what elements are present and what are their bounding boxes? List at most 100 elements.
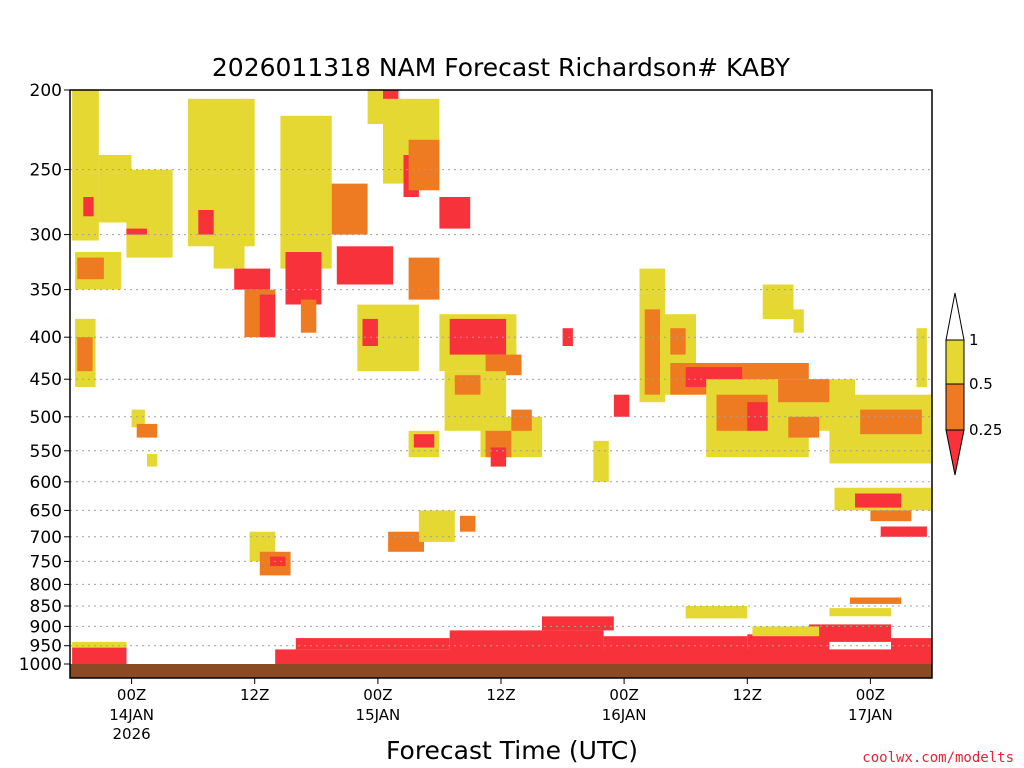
y-tick-label: 200: [30, 81, 62, 101]
heatmap-cell: [234, 268, 271, 290]
heatmap-cell: [72, 641, 127, 648]
y-tick-label: 250: [30, 161, 62, 181]
heatmap-cell: [855, 493, 902, 508]
heatmap-cell: [644, 309, 661, 395]
chart-title: 2026011318 NAM Forecast Richardson# KABY: [212, 53, 791, 82]
y-tick-label: 950: [30, 637, 62, 657]
y-tick-label: 300: [30, 226, 62, 246]
heatmap-cell: [147, 454, 158, 467]
heatmap-cell: [542, 616, 614, 631]
legend-swatch-below-0.25: [945, 429, 965, 476]
heatmap-cell: [77, 257, 104, 280]
heatmap-cell: [439, 197, 471, 229]
heatmap-cell: [593, 440, 609, 482]
heatmap-cell: [562, 328, 573, 346]
heatmap-cell: [285, 252, 322, 305]
heatmap-cell: [331, 183, 368, 235]
heatmap-cell: [259, 294, 276, 338]
heatmap-cell: [300, 299, 317, 333]
heatmap-cell: [762, 284, 794, 319]
heatmap-cell: [880, 526, 927, 537]
heatmap-cell: [336, 246, 394, 285]
x-tick-label: 00Z: [609, 686, 638, 704]
x-tick-date: 16JAN: [602, 706, 647, 724]
heatmap-cell: [603, 636, 748, 655]
y-tick-label: 450: [30, 370, 62, 390]
y-tick-label: 700: [30, 528, 62, 548]
heatmap-cell: [870, 510, 912, 522]
credit-text: coolwx.com/modelts: [862, 750, 1014, 766]
legend-label: 0.25: [969, 421, 1002, 439]
y-tick-label: 650: [30, 501, 62, 521]
heatmap-cell: [188, 98, 255, 247]
legend-label: 1: [969, 331, 979, 349]
heatmap-cell: [136, 423, 158, 438]
plot-area: [69, 89, 933, 679]
heatmap-cell: [747, 402, 768, 431]
heatmap-cell: [126, 228, 147, 235]
heatmap-cell: [752, 626, 820, 637]
heatmap-cell: [131, 409, 145, 428]
heatmap-cell: [280, 115, 332, 269]
legend-swatch-0.25-0.5: [945, 383, 965, 431]
x-tick-label: 12Z: [486, 686, 515, 704]
legend-swatch-0.5-1: [945, 339, 965, 385]
heatmap-cell: [72, 90, 99, 241]
heatmap-cell: [83, 197, 94, 217]
x-tick-date: 14JAN: [109, 706, 154, 724]
y-tick-label: 550: [30, 442, 62, 462]
heatmap-cell: [860, 409, 922, 435]
heatmap-cell: [213, 234, 245, 269]
heatmap-cell: [362, 318, 378, 346]
heatmap-cell: [295, 638, 450, 650]
y-tick-label: 900: [30, 617, 62, 637]
y-tick-label: 800: [30, 575, 62, 595]
heatmap-cell: [454, 375, 481, 395]
heatmap-cell: [408, 139, 440, 191]
colorbar-legend: 1 0.5 0.25: [945, 292, 1002, 476]
y-tick-label: 350: [30, 281, 62, 301]
heatmap-cell: [449, 630, 604, 652]
x-tick-label: 00Z: [117, 686, 146, 704]
y-tick-label: 600: [30, 473, 62, 493]
heatmap-cell: [388, 531, 424, 552]
heatmap-cell: [413, 434, 435, 448]
heatmap-cell: [788, 416, 820, 438]
y-tick-label: 750: [30, 552, 62, 572]
heatmap-cell: [511, 409, 532, 431]
heatmap-cell: [98, 155, 132, 223]
heatmap-cell: [685, 606, 748, 619]
x-tick-label: 12Z: [240, 686, 269, 704]
heatmap-cell: [126, 169, 173, 258]
heatmap-cell: [270, 556, 286, 567]
heatmap-cells: [72, 90, 932, 664]
heatmap-cell: [198, 210, 214, 235]
heatmap-cell: [916, 328, 927, 388]
heatmap-cell: [613, 394, 630, 417]
heatmap-cell: [460, 515, 476, 532]
heatmap-cell: [408, 257, 440, 300]
y-tick-label: 850: [30, 597, 62, 617]
x-tick-label: 00Z: [363, 686, 392, 704]
y-tick-label: 1000: [19, 655, 62, 675]
heatmap-cell: [490, 447, 507, 467]
heatmap-cell: [72, 647, 127, 664]
x-axis-title: Forecast Time (UTC): [386, 736, 638, 765]
x-tick-label: 12Z: [733, 686, 762, 704]
heatmap-cell: [891, 638, 932, 659]
legend-label: 0.5: [969, 375, 993, 393]
heatmap-cell: [829, 608, 891, 617]
heatmap-cell: [778, 379, 830, 403]
heatmap-cell: [485, 354, 522, 376]
x-tick-date: 15JAN: [356, 706, 401, 724]
heatmap-cell: [808, 624, 891, 642]
ground-surface: [70, 664, 932, 678]
heatmap-cell: [670, 328, 686, 355]
x-tick-year: 2026: [113, 725, 151, 743]
heatmap-cell: [793, 309, 804, 333]
y-tick-label: 500: [30, 408, 62, 428]
x-tick-label: 00Z: [856, 686, 885, 704]
y-tick-label: 400: [30, 328, 62, 348]
